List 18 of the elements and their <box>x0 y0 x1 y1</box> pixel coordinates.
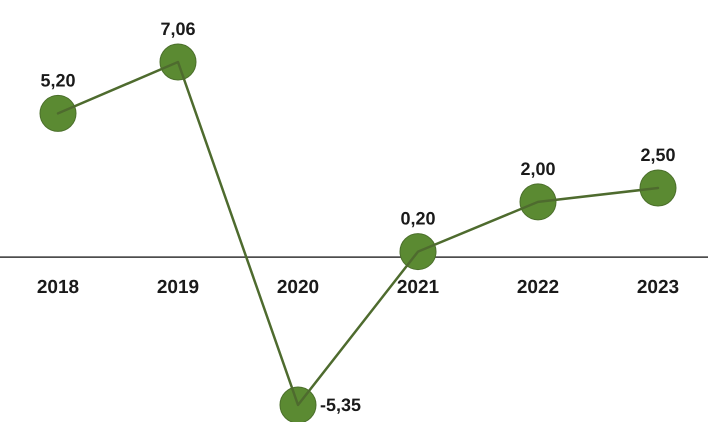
point <box>520 183 556 220</box>
data-label: -5,35 <box>320 395 362 415</box>
x-tick-label: 2018 <box>36 277 80 298</box>
point <box>400 233 436 270</box>
x-tick-label: 2019 <box>156 277 200 298</box>
data-label: 0,20 <box>400 208 436 229</box>
point <box>40 94 76 132</box>
x-tick-label: 2022 <box>516 277 560 298</box>
point <box>160 44 196 80</box>
x-tick-label: 2021 <box>396 277 440 298</box>
x-tick-label: 2023 <box>636 277 680 298</box>
point <box>280 386 316 422</box>
data-label: 5,20 <box>40 70 76 90</box>
data-label: 2,50 <box>640 145 676 166</box>
data-label: 2,00 <box>520 158 556 179</box>
point <box>640 170 676 207</box>
data-label: 7,06 <box>160 19 196 39</box>
x-tick-label: 2020 <box>276 277 320 298</box>
